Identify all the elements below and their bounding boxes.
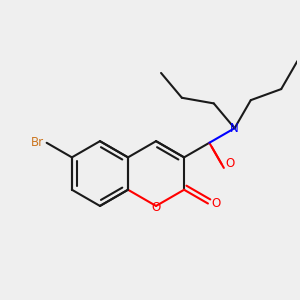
Text: Br: Br [31,136,44,149]
Text: O: O [212,197,221,210]
Text: O: O [225,157,234,170]
Text: N: N [230,122,239,135]
Text: O: O [152,201,161,214]
